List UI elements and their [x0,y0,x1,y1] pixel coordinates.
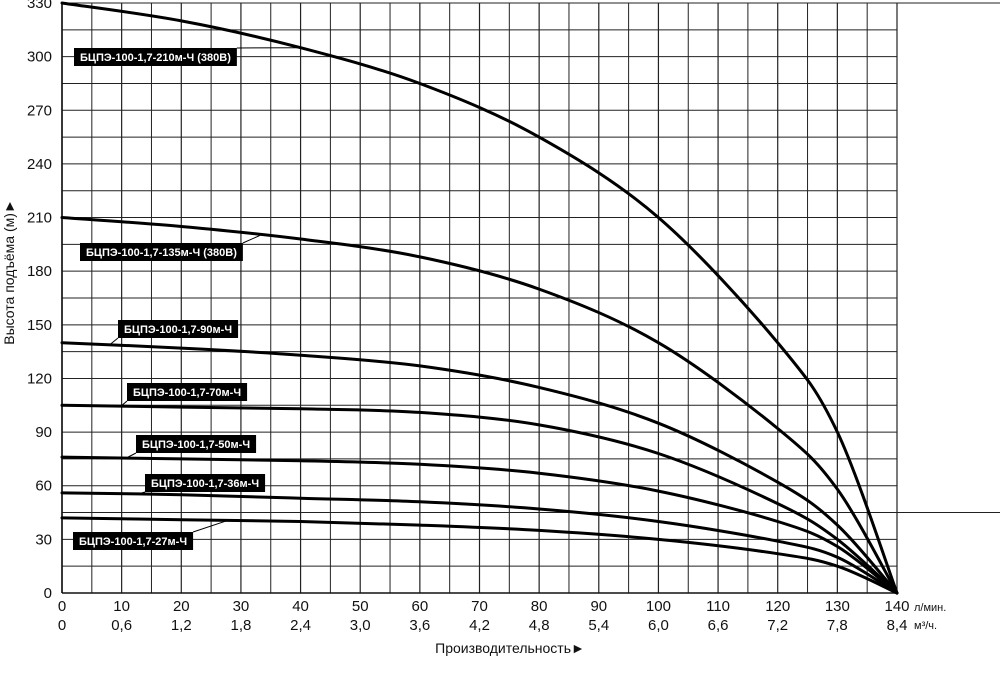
y-tick-label: 120 [27,370,52,387]
x-tick-label-secondary: 0,6 [111,617,132,634]
series-label-text: БЦПЭ-100-1,7-27м-Ч [79,536,187,548]
y-tick-label: 0 [44,585,52,602]
x-tick-label-secondary: 0 [58,617,66,634]
x-tick-label: 0 [58,598,66,615]
series-label-leader [242,234,261,244]
x-tick-label: 100 [646,598,671,615]
x-tick-label-secondary: 3,6 [409,617,430,634]
series-label-text: БЦПЭ-100-1,7-70м-Ч [133,387,241,399]
series-label-leader [119,400,128,408]
series-label-leader [192,519,231,533]
series-label-leader [127,452,137,458]
series-label: БЦПЭ-100-1,7-90м-Ч [109,320,239,345]
series-label-text: БЦПЭ-100-1,7-50м-Ч [142,439,250,451]
series-label-box [145,474,266,492]
grid [61,2,1000,594]
x-tick-label-secondary: 4,8 [529,617,550,634]
series-label-box [127,383,248,401]
series-label-leader [135,491,146,496]
series-curve [60,1,899,595]
x-tick-label: 80 [531,598,548,615]
series-label-text: БЦПЭ-100-1,7-36м-Ч [151,478,259,490]
x-tick-label-secondary: 2,4 [290,617,311,634]
x-tick-label: 30 [233,598,250,615]
y-tick-label: 240 [27,156,52,173]
series-curve [60,491,899,595]
series-label-box [80,243,243,261]
series-label-text: БЦПЭ-100-1,7-210м-Ч (380В) [80,52,231,64]
y-tick-label: 30 [35,531,52,548]
x-tick-label-secondary: 6,0 [648,617,669,634]
series-label: БЦПЭ-100-1,7-27м-Ч [73,519,231,550]
series-label: БЦПЭ-100-1,7-50м-Ч [127,435,257,458]
y-tick-label: 210 [27,210,52,227]
x-tick-label-secondary: 8,4 [887,617,908,634]
x-axis-title: Производительность► [435,640,585,656]
y-tick-label: 270 [27,102,52,119]
series-label-text: БЦПЭ-100-1,7-135м-Ч (380В) [86,247,237,259]
x-unit-primary: л/мин. [914,602,946,614]
y-tick-label: 180 [27,263,52,280]
x-tick-label-secondary: 3,0 [350,617,371,634]
series-curve [60,341,899,595]
x-tick-label: 130 [825,598,850,615]
x-unit-secondary: м³/ч. [914,620,937,632]
axis-ticks: 030609012015018021024027030033000100,620… [27,0,910,634]
series-label: БЦПЭ-100-1,7-70м-Ч [119,383,248,408]
x-tick-label-secondary: 7,2 [767,617,788,634]
series-curve [60,455,899,595]
x-tick-label-secondary: 6,6 [708,617,729,634]
series-label: БЦПЭ-100-1,7-135м-Ч (380В) [80,234,261,261]
x-tick-label-secondary: 7,8 [827,617,848,634]
series-curve [60,516,899,595]
x-tick-label: 60 [412,598,429,615]
x-tick-label: 10 [113,598,130,615]
series-label-box [118,320,239,338]
series-curve [60,216,899,595]
x-tick-label-secondary: 4,2 [469,617,490,634]
series-label-box [73,532,194,550]
x-tick-label: 70 [471,598,488,615]
x-tick-label: 140 [884,598,909,615]
series-labels: БЦПЭ-100-1,7-210м-Ч (380В) БЦПЭ-100-1,7-1… [73,47,301,550]
series-label: БЦПЭ-100-1,7-36м-Ч [135,474,266,496]
x-tick-label: 90 [590,598,607,615]
x-tick-label-secondary: 1,8 [230,617,251,634]
series-label-box [136,435,257,453]
y-tick-label: 90 [35,424,52,441]
y-axis-title: Высота подъёма (м)► [1,199,17,345]
curves [60,1,899,595]
y-tick-label: 150 [27,317,52,334]
y-tick-label: 300 [27,49,52,66]
x-tick-label: 20 [173,598,190,615]
x-tick-label: 50 [352,598,369,615]
x-tick-label: 40 [292,598,309,615]
series-label: БЦПЭ-100-1,7-210м-Ч (380В) [74,47,301,66]
series-label-text: БЦПЭ-100-1,7-90м-Ч [124,324,232,336]
series-label-box [74,48,237,66]
series-label-leader [109,337,119,345]
x-tick-label: 110 [706,598,730,615]
x-tick-label-secondary: 1,2 [171,617,192,634]
x-tick-label-secondary: 5,4 [588,617,609,634]
y-tick-label: 60 [35,478,52,495]
x-tick-label: 120 [765,598,790,615]
series-curve [60,403,899,595]
y-tick-label: 330 [27,0,52,12]
